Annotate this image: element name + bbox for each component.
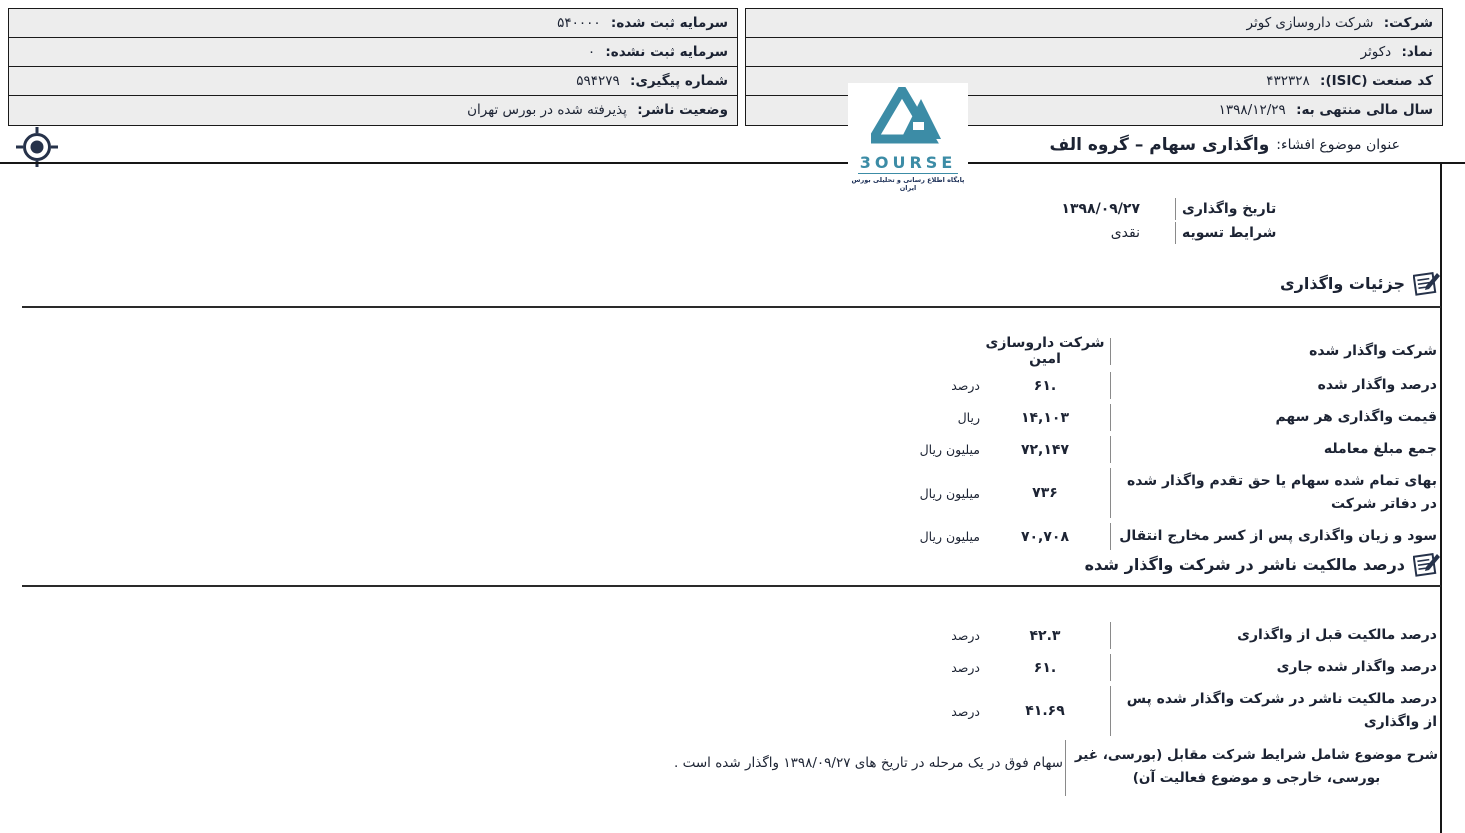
table-row: نماد: دکوثر (746, 38, 1442, 67)
page-title: واگذاری سهام – گروه الف (1049, 135, 1270, 155)
current-transferred-value: ۶۱. (1033, 659, 1057, 676)
gain-loss-value: ۷۰,۷۰۸ (1020, 528, 1070, 545)
total-amount-value: ۷۲,۱۴۷ (1020, 441, 1070, 458)
table-row: وضعیت ناشر: پذیرفته شده در بورس تهران (9, 96, 737, 125)
capital-info-table: سرمایه ثبت شده: ۵۴۰۰۰۰ سرمایه ثبت نشده: … (8, 8, 738, 126)
issuer-status-label: وضعیت ناشر: (637, 102, 728, 118)
table-row: سال مالی منتهی به: ۱۳۹۸/۱۲/۲۹ (746, 96, 1442, 125)
title-divider (0, 162, 1465, 164)
table-row: سود و زیان واگذاری پس از کسر مخارج انتقا… (801, 523, 1441, 550)
symbol-label: نماد: (1401, 44, 1433, 60)
section-divider (22, 306, 1441, 308)
registered-capital-label: سرمایه ثبت شده: (610, 15, 728, 31)
isic-value: ۴۳۲۳۲۸ (1266, 73, 1310, 89)
logo-brand-text: 3OURSE (857, 153, 959, 174)
table-row: قیمت واگذاری هر سهم ۱۴,۱۰۳ ریال (801, 404, 1441, 431)
price-per-share-label: قیمت واگذاری هر سهم (1110, 404, 1441, 431)
fiscal-year-label: سال مالی منتهی به: (1296, 102, 1433, 118)
unit-label: درصد (951, 660, 980, 675)
unit-label: درصد (951, 628, 980, 643)
isic-label: کد صنعت (ISIC): (1320, 73, 1433, 89)
fiscal-year-value: ۱۳۹۸/۱۲/۲۹ (1218, 102, 1286, 118)
transfer-date-value: ۱۳۹۸/۰۹/۲۷ (1061, 201, 1140, 217)
table-row: سرمایه ثبت شده: ۵۴۰۰۰۰ (9, 9, 737, 38)
table-row: درصد واگذار شده جاری ۶۱. درصد (801, 654, 1441, 681)
table-row: جمع مبلغ معامله ۷۲,۱۴۷ میلیون ریال (801, 436, 1441, 463)
ownership-before-value: ۴۲.۳ (1029, 627, 1061, 644)
book-cost-label: بهای تمام شده سهام یا حق تقدم واگذار شده… (1110, 468, 1441, 518)
table-row: شرکت: شرکت داروسازی کوثر (746, 9, 1442, 38)
field-row: تاریخ واگذاری ۱۳۹۸/۰۹/۲۷ (741, 198, 1441, 220)
transferred-percent-value: ۶۱. (1033, 377, 1057, 394)
price-per-share-value: ۱۴,۱۰۳ (1020, 409, 1070, 426)
ownership-after-value: ۴۱.۶۹ (1025, 703, 1065, 719)
table-row: درصد واگذار شده ۶۱. درصد (801, 372, 1441, 399)
transferred-company-label: شرکت واگذار شده (1110, 337, 1441, 365)
table-row: بهای تمام شده سهام یا حق تقدم واگذار شده… (801, 468, 1441, 518)
unit-label: میلیون ریال (919, 485, 980, 501)
unit-label: درصد (951, 703, 980, 719)
crosshair-icon (16, 127, 58, 167)
total-amount-label: جمع مبلغ معامله (1110, 436, 1441, 463)
symbol-value: دکوثر (1360, 44, 1392, 60)
bourse24-logo: 3OURSE پایگاه اطلاع رسانی و تحلیلی بورس … (848, 81, 968, 193)
gain-loss-label: سود و زیان واگذاری پس از کسر مخارج انتقا… (1110, 523, 1441, 550)
unit-label: ریال (957, 410, 980, 425)
company-label: شرکت: (1383, 15, 1433, 31)
content-right-border (1440, 163, 1442, 833)
section-title: درصد مالکیت ناشر در شرکت واگذار شده (1084, 555, 1405, 574)
pencil-note-icon (1413, 552, 1440, 577)
ownership-after-label: درصد مالکیت ناشر در شرکت واگذار شده پس ا… (1110, 686, 1441, 736)
settlement-terms-value: نقدی (1110, 225, 1140, 241)
transfer-details-table: شرکت واگذار شده شرکت داروسازی امین درصد … (801, 335, 1441, 555)
transfer-fields: تاریخ واگذاری ۱۳۹۸/۰۹/۲۷ شرایط تسویه نقد… (741, 198, 1441, 246)
section-ownership-percent: درصد مالکیت ناشر در شرکت واگذار شده (1085, 551, 1441, 578)
transferred-percent-label: درصد واگذار شده (1110, 372, 1441, 399)
table-row: سرمایه ثبت نشده: ۰ (9, 38, 737, 67)
ownership-before-label: درصد مالکیت قبل از واگذاری (1110, 622, 1441, 649)
unit-label: درصد (951, 378, 980, 393)
title-prefix: عنوان موضوع افشاء: (1276, 137, 1400, 153)
transferred-company-value: شرکت داروسازی امین (985, 335, 1105, 367)
section-title: جزئیات واگذاری (1279, 274, 1405, 293)
unregistered-capital-value: ۰ (587, 44, 596, 60)
section-transfer-details: جزئیات واگذاری (1280, 270, 1441, 297)
tracking-number-label: شماره پیگیری: (630, 73, 728, 89)
ownership-percent-table: درصد مالکیت قبل از واگذاری ۴۲.۳ درصد درص… (801, 622, 1441, 741)
table-row: درصد مالکیت ناشر در شرکت واگذار شده پس ا… (801, 686, 1441, 736)
table-row: شرکت واگذار شده شرکت داروسازی امین (801, 335, 1441, 367)
registered-capital-value: ۵۴۰۰۰۰ (557, 15, 601, 31)
transfer-date-label: تاریخ واگذاری (1175, 198, 1441, 220)
company-value: شرکت داروسازی کوثر (1246, 15, 1374, 31)
table-row: کد صنعت (ISIC): ۴۳۲۳۲۸ (746, 67, 1442, 96)
logo-tagline: پایگاه اطلاع رسانی و تحلیلی بورس ایران (851, 176, 965, 192)
book-cost-value: ۷۳۶ (1032, 485, 1058, 501)
section-divider (22, 585, 1441, 587)
current-transferred-label: درصد واگذار شده جاری (1110, 654, 1441, 681)
tracking-number-value: ۵۹۴۲۷۹ (576, 73, 620, 89)
pencil-note-icon (1413, 271, 1440, 296)
table-row: درصد مالکیت قبل از واگذاری ۴۲.۳ درصد (801, 622, 1441, 649)
unit-label: میلیون ریال (919, 442, 980, 457)
issuer-status-value: پذیرفته شده در بورس تهران (467, 102, 627, 118)
description-value: سهام فوق در یک مرحله در تاریخ های ۱۳۹۸/۰… (674, 755, 1063, 771)
disclosure-title: عنوان موضوع افشاء: واگذاری سهام – گروه ا… (1049, 128, 1400, 162)
field-row: شرایط تسویه نقدی (741, 222, 1441, 244)
unit-label: میلیون ریال (919, 529, 980, 544)
description-label: شرح موضوع شامل شرایط شرکت مقابل (بورسی، … (1065, 740, 1441, 796)
settlement-terms-label: شرایط تسویه (1175, 222, 1441, 244)
table-row: شماره پیگیری: ۵۹۴۲۷۹ (9, 67, 737, 96)
unregistered-capital-label: سرمایه ثبت نشده: (605, 44, 728, 60)
bourse24-triangle-icon (865, 81, 941, 144)
